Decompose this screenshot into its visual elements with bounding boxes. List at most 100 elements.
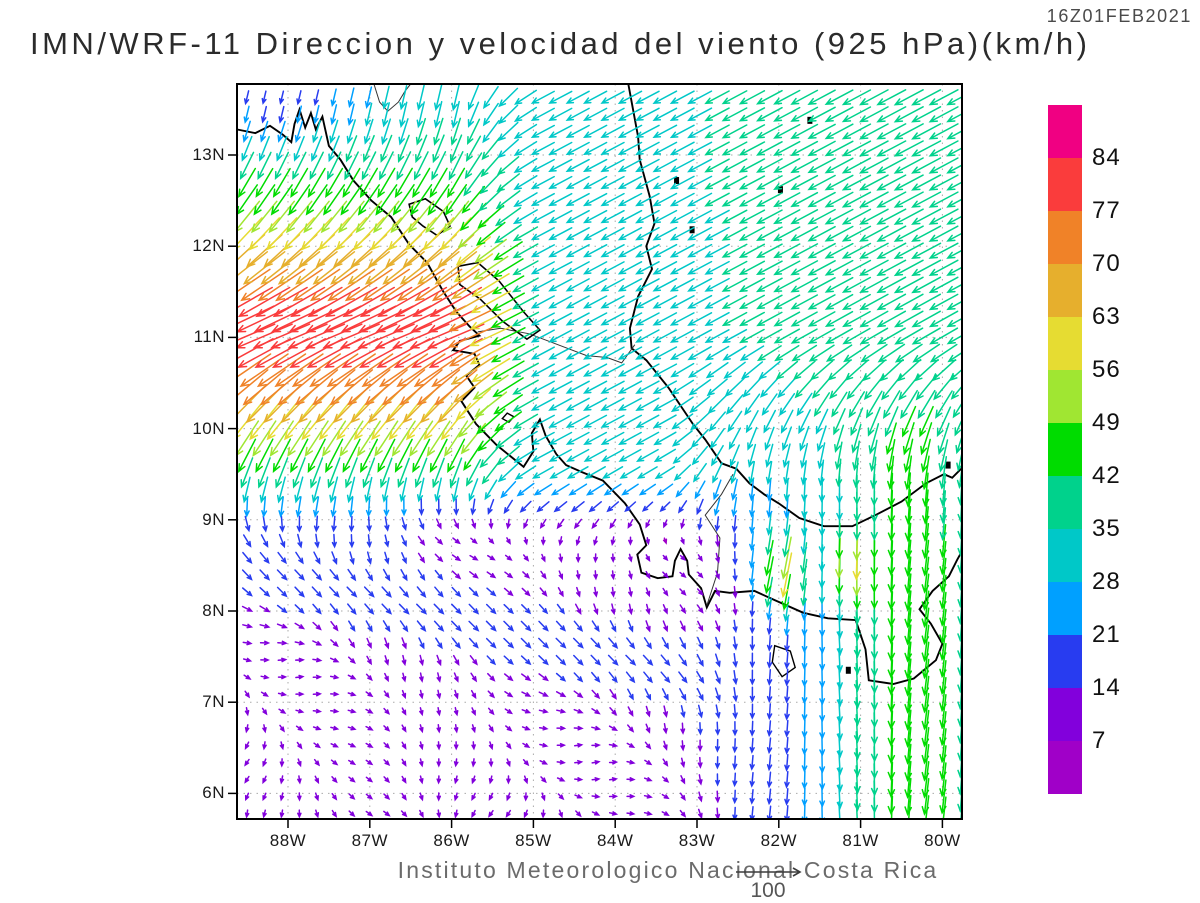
wind-arrow	[565, 329, 590, 343]
wind-arrow	[645, 537, 650, 546]
wind-arrow	[416, 84, 425, 111]
wind-arrow	[635, 90, 660, 104]
wind-arrow	[859, 327, 889, 345]
wind-arrow	[609, 518, 617, 530]
wind-arrow	[807, 174, 836, 191]
wind-arrow	[606, 501, 620, 513]
wind-arrow	[538, 725, 549, 731]
wind-arrow	[635, 346, 660, 360]
wind-arrow	[853, 662, 861, 693]
wind-arrow	[453, 741, 459, 751]
wind-arrow	[928, 208, 959, 225]
wind-arrow	[530, 175, 555, 190]
wind-arrow	[275, 268, 323, 302]
wind-arrow	[732, 703, 738, 720]
wind-arrow	[775, 360, 799, 380]
wind-arrow	[283, 217, 315, 251]
wind-arrow	[548, 329, 573, 343]
wind-arrow	[347, 656, 356, 664]
wind-arrow	[841, 106, 872, 123]
wind-arrow	[277, 120, 286, 143]
wind-arrow	[530, 295, 555, 309]
wind-arrow	[608, 637, 619, 649]
wind-arrow	[617, 346, 643, 360]
wind-arrow	[643, 777, 653, 782]
wind-arrow	[732, 636, 738, 651]
wind-arrow	[259, 605, 271, 613]
wind-arrow	[766, 495, 773, 519]
colorbar-label-21: 21	[1092, 621, 1121, 648]
wind-arrow	[503, 637, 515, 649]
wind-arrow	[530, 90, 555, 104]
wind-arrow	[260, 691, 269, 697]
wind-arrow	[312, 603, 322, 615]
wind-arrow	[669, 175, 695, 190]
wind-arrow	[491, 292, 525, 312]
wind-arrow	[295, 725, 304, 732]
wind-arrow	[887, 455, 895, 491]
wind-arrow	[538, 708, 549, 714]
wind-arrow	[738, 243, 766, 258]
wind-arrow	[931, 359, 957, 382]
wind-arrow	[401, 775, 407, 784]
colorbar-label-35: 35	[1092, 515, 1121, 542]
wind-arrow	[258, 135, 270, 162]
wind-arrow	[488, 792, 494, 802]
wind-arrow	[294, 569, 305, 581]
wind-arrow	[492, 258, 524, 278]
wind-arrow	[522, 742, 531, 748]
wind-arrow	[902, 422, 915, 456]
wind-arrow	[375, 184, 398, 216]
wind-arrow	[763, 409, 777, 434]
wind-arrow	[309, 268, 358, 302]
wind-arrow	[893, 242, 924, 259]
wind-arrow	[748, 547, 755, 569]
wind-arrow	[365, 759, 374, 766]
wind-arrow	[617, 244, 643, 258]
wind-arrow	[801, 701, 808, 722]
wind-arrow	[773, 277, 801, 293]
wind-arrow	[911, 191, 942, 208]
wind-arrow	[487, 672, 496, 682]
wind-arrow	[783, 495, 790, 519]
wind-arrow	[936, 406, 952, 438]
wind-arrow	[295, 251, 338, 285]
wind-arrow	[807, 208, 836, 225]
wind-arrow	[732, 772, 738, 788]
wind-arrow	[261, 105, 268, 124]
wind-arrow	[635, 124, 660, 139]
wind-arrow	[876, 191, 907, 208]
wind-arrow	[540, 809, 546, 819]
wind-arrow	[417, 569, 426, 581]
wind-arrow	[842, 310, 871, 328]
wind-arrow	[627, 620, 634, 633]
colorbar-label-14: 14	[1092, 674, 1121, 701]
wind-arrow	[635, 312, 660, 326]
wind-arrow	[704, 277, 730, 292]
wind-arrow	[715, 721, 721, 736]
wind-arrow	[852, 440, 861, 472]
wind-arrow	[893, 208, 924, 225]
wind-arrow	[721, 192, 748, 207]
wind-arrow	[565, 431, 590, 445]
wind-arrow	[548, 90, 573, 104]
wind-arrow	[523, 792, 529, 802]
wind-arrow	[625, 671, 636, 684]
wind-arrow	[721, 226, 748, 241]
wind-arrow	[608, 777, 619, 782]
wind-arrow	[431, 268, 480, 302]
wind-arrow	[328, 135, 340, 163]
wind-arrow	[327, 268, 376, 302]
wind-arrow	[904, 726, 913, 765]
wind-arrow	[329, 586, 340, 598]
wind-arrow	[652, 124, 678, 139]
wind-arrow	[375, 305, 432, 333]
wind-arrow	[697, 722, 703, 736]
wind-arrow	[687, 107, 713, 122]
wind-arrow	[347, 369, 391, 406]
wind-arrow	[764, 576, 774, 608]
wind-arrow	[783, 511, 790, 537]
wind-arrow	[503, 655, 514, 666]
wind-arrow	[749, 530, 755, 552]
